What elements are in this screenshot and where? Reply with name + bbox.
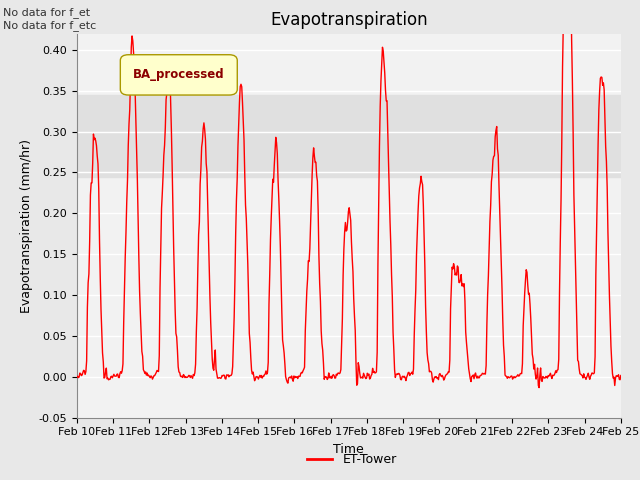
X-axis label: Time: Time	[333, 443, 364, 456]
Bar	[77, 95, 621, 177]
Text: No data for f_et
No data for f_etc: No data for f_et No data for f_etc	[3, 7, 97, 31]
Legend: ET-Tower: ET-Tower	[302, 448, 402, 471]
FancyBboxPatch shape	[120, 55, 237, 95]
Y-axis label: Evapotranspiration (mm/hr): Evapotranspiration (mm/hr)	[20, 139, 33, 312]
Title: Evapotranspiration: Evapotranspiration	[270, 11, 428, 29]
Text: BA_processed: BA_processed	[133, 68, 225, 81]
